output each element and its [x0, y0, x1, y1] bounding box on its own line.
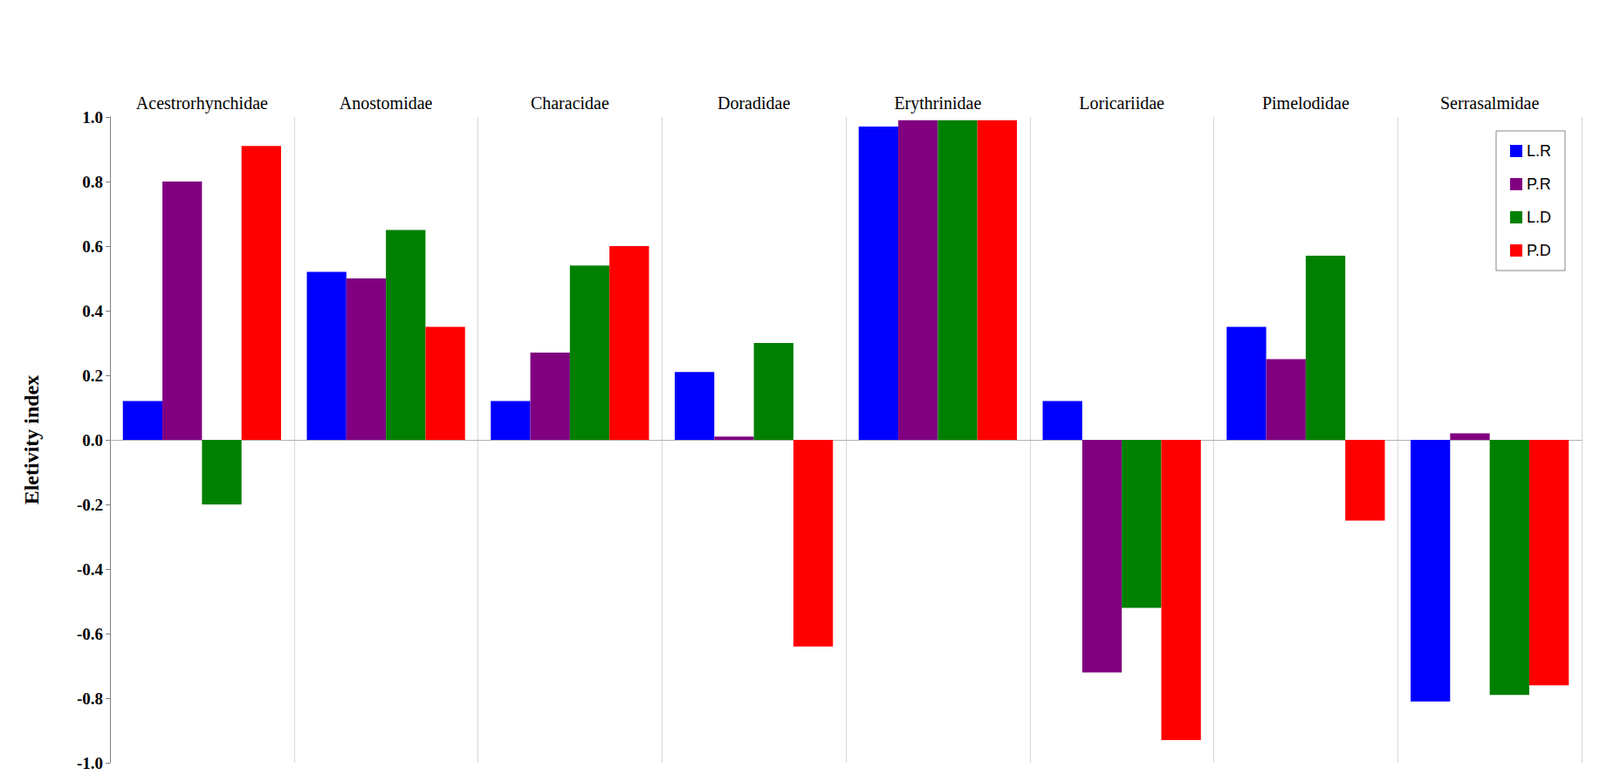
svg-text:L.R: L.R — [1526, 142, 1552, 160]
svg-text:-0.6: -0.6 — [76, 624, 104, 644]
svg-text:-0.8: -0.8 — [76, 689, 104, 708]
svg-text:0.2: 0.2 — [82, 366, 104, 385]
svg-text:0.8: 0.8 — [82, 172, 104, 192]
svg-text:1.0: 1.0 — [82, 108, 104, 127]
svg-text:-1.0: -1.0 — [76, 754, 104, 773]
svg-text:Anostomidae: Anostomidae — [339, 93, 433, 113]
svg-text:Pimelodidae: Pimelodidae — [1262, 93, 1350, 113]
svg-text:-0.4: -0.4 — [76, 560, 104, 579]
svg-text:Loricariidae: Loricariidae — [1078, 93, 1165, 113]
svg-text:-0.2: -0.2 — [76, 495, 104, 515]
svg-text:Serrasalmidae: Serrasalmidae — [1440, 93, 1539, 113]
svg-text:Doradidae: Doradidae — [717, 93, 790, 113]
svg-text:P.R: P.R — [1526, 175, 1552, 193]
svg-text:0.0: 0.0 — [82, 431, 104, 450]
svg-text:Characidae: Characidae — [530, 93, 610, 113]
svg-text:0.4: 0.4 — [82, 302, 104, 321]
svg-text:L.D: L.D — [1526, 208, 1552, 227]
svg-text:Eletivity index: Eletivity index — [20, 375, 43, 506]
svg-text:0.6: 0.6 — [82, 237, 104, 256]
svg-text:Erythrinidae: Erythrinidae — [893, 93, 982, 114]
svg-text:Acestrorhynchidae: Acestrorhynchidae — [136, 93, 268, 114]
svg-text:P.D: P.D — [1526, 241, 1552, 260]
